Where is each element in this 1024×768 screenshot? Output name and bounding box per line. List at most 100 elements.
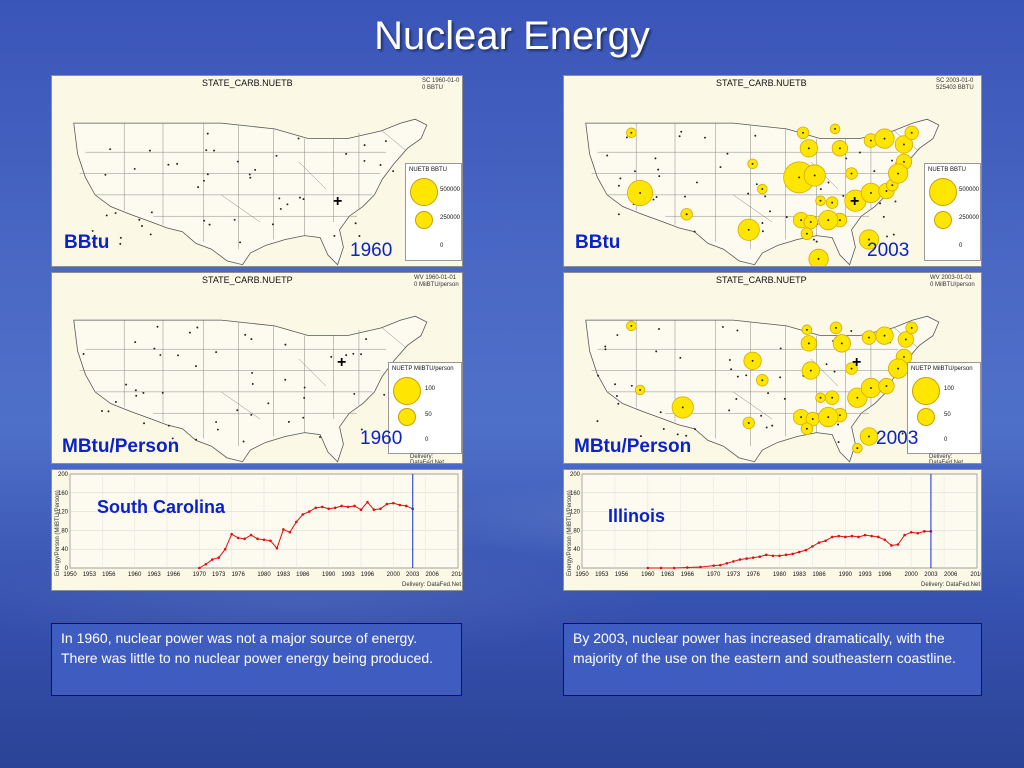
state-centroid-dot — [206, 173, 209, 176]
legend-circle-large — [929, 178, 957, 206]
state-centroid-dot — [837, 423, 840, 426]
state-centroid-dot — [845, 157, 848, 160]
state-centroid-dot — [869, 139, 872, 142]
state-centroid-dot — [761, 222, 764, 224]
state-centroid-dot — [267, 402, 270, 405]
state-centroid-dot — [761, 230, 764, 233]
country-outline — [73, 118, 428, 266]
state-centroid-dot — [215, 421, 218, 424]
state-centroid-dot — [604, 345, 607, 348]
state-centroid-dot — [798, 176, 801, 179]
series-point — [837, 534, 841, 538]
state-centroid-dot — [657, 168, 660, 171]
state-centroid-dot — [678, 135, 681, 138]
state-centroid-dot — [894, 200, 897, 203]
series-point — [896, 543, 900, 546]
state-centroid-dot — [353, 392, 356, 395]
legend-circle-large — [410, 178, 438, 206]
series-point — [659, 566, 663, 570]
us-state-map — [73, 315, 428, 463]
state-centroid-dot — [838, 219, 841, 222]
state-centroid-dot — [284, 343, 287, 346]
series-point — [243, 537, 246, 541]
delivery-credit: Delivery: DataFed.Net — [402, 582, 462, 588]
state-border — [733, 194, 773, 223]
state-centroid-dot — [805, 328, 808, 331]
state-centroid-dot — [736, 329, 739, 332]
state-centroid-dot — [171, 437, 174, 440]
state-centroid-dot — [807, 147, 810, 150]
series-point — [333, 506, 337, 510]
state-border — [298, 358, 327, 387]
state-centroid-dot — [596, 420, 599, 423]
chart-south-carolina: 0 40 80 120 160 200 1950 1953 1956 1960 1963 1966 19… — [51, 469, 463, 591]
series-point — [850, 534, 854, 538]
series-point — [327, 507, 330, 511]
map-header: STATE_CARB.NUETB — [202, 78, 293, 88]
state-centroid-dot — [747, 192, 750, 195]
state-centroid-dot — [679, 356, 682, 359]
delivery-credit: Delivery: DataFed.Net — [921, 582, 981, 588]
series-point — [346, 505, 350, 509]
series-point — [269, 539, 272, 543]
y-tick-label: 120 — [58, 510, 69, 516]
state-centroid-dot — [658, 175, 661, 178]
state-centroid-dot — [728, 409, 731, 412]
x-tick-label: 2003 — [406, 572, 420, 578]
series-point — [404, 504, 408, 508]
state-centroid-dot — [807, 342, 810, 345]
legend-value: 250000 — [440, 215, 461, 221]
state-centroid-dot — [838, 414, 841, 417]
map-meta-date: SC 2003-01-0 — [936, 78, 974, 84]
series-point — [903, 533, 906, 537]
state-centroid-dot — [251, 371, 254, 374]
legend-title: NUETB BBTU — [409, 167, 448, 173]
state-centroid-dot — [275, 154, 278, 157]
state-centroid-dot — [383, 393, 386, 396]
map-meta-date: WV 2003-01-01 — [930, 275, 973, 281]
state-centroid-dot — [630, 384, 633, 387]
state-centroid-dot — [805, 232, 808, 235]
state-centroid-dot — [869, 191, 872, 194]
state-centroid-dot — [135, 394, 138, 397]
state-centroid-dot — [392, 170, 395, 173]
state-centroid-dot — [891, 159, 894, 162]
legend-value: 50 — [425, 412, 432, 418]
state-centroid-dot — [685, 213, 688, 216]
y-tick-label: 160 — [570, 491, 581, 497]
series-point — [712, 564, 715, 567]
series-point — [275, 546, 279, 550]
series-point — [295, 520, 298, 524]
bubble-legend: NUETP MilBTU/person 100 50 0 — [388, 362, 462, 454]
x-tick-label: 1950 — [63, 572, 77, 578]
state-centroid-dot — [659, 411, 662, 414]
series-point — [366, 500, 369, 504]
legend-value: 100 — [944, 386, 955, 392]
state-centroid-dot — [885, 190, 888, 192]
state-centroid-dot — [167, 163, 170, 166]
x-tick-label: 1996 — [878, 572, 892, 578]
state-centroid-dot — [779, 347, 782, 350]
state-border — [221, 391, 261, 420]
series-point — [844, 535, 847, 539]
state-centroid-dot — [617, 402, 620, 405]
state-centroid-dot — [779, 376, 782, 379]
state-centroid-dot — [751, 162, 754, 165]
state-centroid-dot — [197, 186, 200, 189]
series-point — [791, 552, 794, 556]
x-tick-label: 1980 — [257, 572, 271, 578]
state-centroid-dot — [755, 183, 758, 186]
year-label: 1960 — [360, 428, 403, 449]
series-point — [745, 557, 748, 560]
state-centroid-dot — [694, 428, 696, 431]
state-border — [298, 161, 327, 190]
legend-value: 100 — [425, 386, 436, 392]
state-centroid-dot — [239, 241, 242, 244]
state-centroid-dot — [167, 424, 170, 427]
series-point — [230, 532, 233, 536]
x-tick-label: 1990 — [322, 572, 336, 578]
legend-value: 0 — [440, 243, 444, 249]
state-centroid-dot — [156, 325, 159, 328]
state-centroid-dot — [910, 131, 913, 134]
state-centroid-dot — [330, 355, 333, 358]
